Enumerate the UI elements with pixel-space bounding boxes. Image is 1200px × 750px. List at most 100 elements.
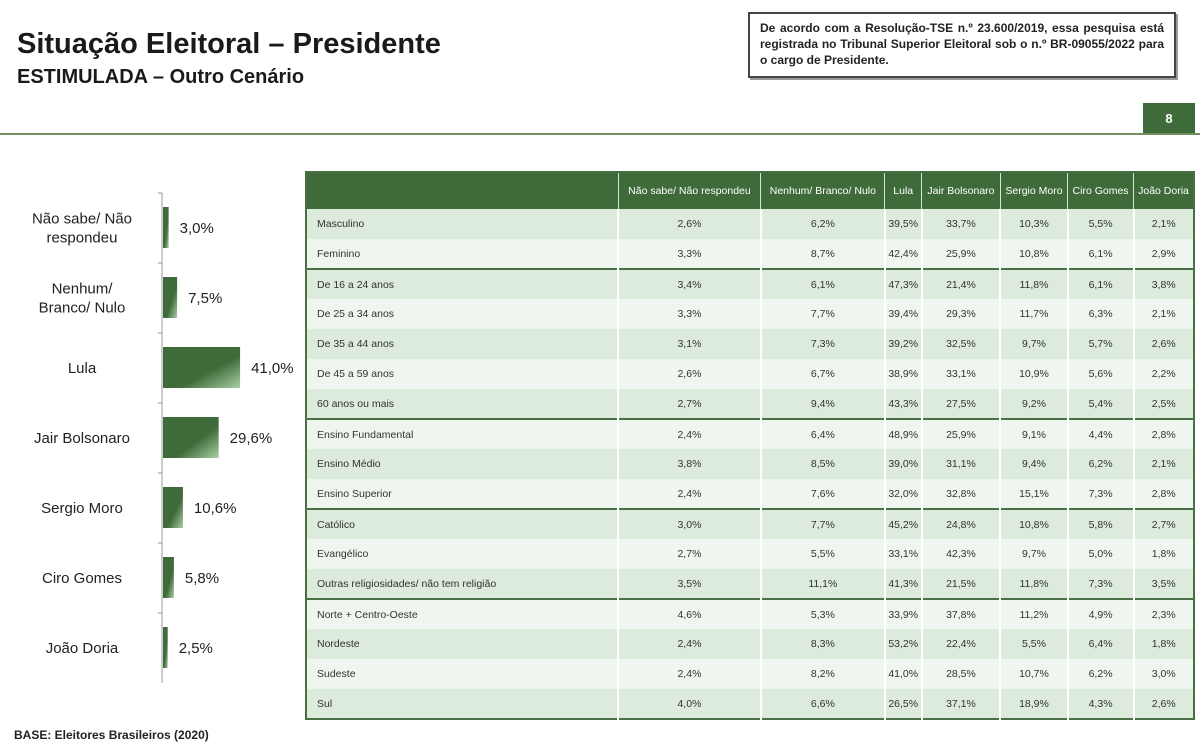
table-cell: 8,3%	[759, 629, 885, 659]
table-cell: 37,1%	[920, 689, 1001, 719]
table-row: Nordeste 2,4% 8,3% 53,2% 22,4% 5,5% 6,4% 1,8%	[306, 629, 1194, 659]
table-cell: 28,5%	[920, 659, 1001, 689]
column-header: João Doria	[1133, 172, 1194, 209]
table-row: Sudeste 2,4% 8,2% 41,0% 28,5% 10,7% 6,2% 3,0%	[306, 659, 1194, 689]
table-cell: 10,7%	[999, 659, 1068, 689]
table-cell: 2,7%	[617, 389, 761, 419]
table-cell: 1,8%	[1132, 539, 1194, 569]
table-cell: 11,8%	[999, 268, 1068, 299]
table-cell: 6,4%	[1066, 629, 1134, 659]
table-cell: 9,4%	[759, 389, 885, 419]
table-cell: 3,5%	[617, 569, 761, 599]
header-divider	[0, 133, 1200, 135]
row-label: De 25 a 34 anos	[306, 299, 618, 329]
table-cell: 4,3%	[1066, 689, 1134, 719]
table-cell: 33,7%	[920, 209, 1001, 239]
table-row: Evangélico 2,7% 5,5% 33,1% 42,3% 9,7% 5,0% 1,8%	[306, 539, 1194, 569]
table-cell: 5,7%	[1066, 329, 1134, 359]
table-cell: 6,1%	[759, 268, 885, 299]
table-cell: 29,3%	[920, 299, 1001, 329]
page-number: 8	[1143, 103, 1195, 133]
table-cell: 47,3%	[883, 268, 922, 299]
bar	[163, 207, 169, 248]
bar	[163, 417, 219, 458]
row-label: De 35 a 44 anos	[306, 329, 618, 359]
table-cell: 3,1%	[617, 329, 761, 359]
table-row: Ensino Superior 2,4% 7,6% 32,0% 32,8% 15,1% 7,…	[306, 479, 1194, 509]
bar	[163, 557, 174, 598]
table-cell: 41,0%	[883, 659, 922, 689]
table-cell: 2,4%	[617, 418, 761, 449]
data-label: 7,5%	[188, 290, 222, 307]
data-label: 3,0%	[180, 220, 214, 237]
table-cell: 42,3%	[920, 539, 1001, 569]
table-cell: 11,1%	[759, 569, 885, 599]
table-cell: 3,0%	[617, 508, 761, 539]
table-cell: 21,5%	[920, 569, 1001, 599]
table-cell: 2,4%	[617, 659, 761, 689]
table-cell: 5,3%	[759, 598, 885, 629]
bar	[163, 277, 178, 318]
table-cell: 3,0%	[1132, 659, 1194, 689]
row-label: 60 anos ou mais	[306, 389, 618, 419]
table-cell: 11,2%	[999, 598, 1068, 629]
table-cell: 42,4%	[883, 239, 922, 269]
data-label: 29,6%	[230, 430, 273, 447]
table-cell: 5,8%	[1066, 508, 1134, 539]
table-cell: 2,8%	[1132, 479, 1194, 509]
data-label: 41,0%	[251, 360, 294, 377]
table-cell: 48,9%	[883, 418, 922, 449]
table-row: 60 anos ou mais 2,7% 9,4% 43,3% 27,5% 9,2% 5,4…	[306, 389, 1194, 419]
table-header-row: Não sabe/ Não respondeu Nenhum/ Branco/ N…	[306, 172, 1194, 209]
table-row: Sul 4,0% 6,6% 26,5% 37,1% 18,9% 4,3% 2,6%	[306, 689, 1194, 719]
table-cell: 4,6%	[617, 598, 761, 629]
table-cell: 6,6%	[759, 689, 885, 719]
table-cell: 39,0%	[883, 449, 922, 479]
table-row: Norte + Centro-Oeste 4,6% 5,3% 33,9% 37,8% 11…	[306, 598, 1194, 629]
category-label: Jair Bolsonaro	[34, 430, 130, 447]
table-cell: 10,8%	[999, 508, 1068, 539]
column-header: Sergio Moro	[999, 172, 1068, 209]
data-label: 5,8%	[185, 570, 219, 587]
table-cell: 32,0%	[883, 479, 922, 509]
table-cell: 22,4%	[920, 629, 1001, 659]
table-cell: 31,1%	[920, 449, 1001, 479]
table-cell: 4,4%	[1066, 418, 1134, 449]
table-cell: 10,8%	[999, 239, 1068, 269]
bar-chart: Não sabe/ Não respondeu 3,0% Nenhum/Branco/…	[32, 192, 294, 683]
header-blank	[306, 172, 618, 209]
table-cell: 9,2%	[999, 389, 1068, 419]
column-header: Jair Bolsonaro	[921, 172, 1001, 209]
table-cell: 2,2%	[1132, 359, 1194, 389]
row-label: Católico	[306, 508, 618, 539]
table-cell: 37,8%	[920, 598, 1001, 629]
table-cell: 2,1%	[1132, 449, 1194, 479]
table-cell: 7,3%	[759, 329, 885, 359]
table-cell: 5,5%	[1066, 209, 1134, 239]
category-label: João Doria	[46, 640, 119, 657]
column-header: Não sabe/ Não respondeu	[617, 172, 761, 209]
row-label: Ensino Fundamental	[306, 418, 618, 449]
table-cell: 2,1%	[1132, 299, 1194, 329]
table-cell: 33,9%	[883, 598, 922, 629]
row-label: Masculino	[306, 209, 618, 239]
table-cell: 8,5%	[759, 449, 885, 479]
table-cell: 25,9%	[920, 239, 1001, 269]
table-cell: 10,9%	[999, 359, 1068, 389]
table-cell: 7,3%	[1066, 479, 1134, 509]
row-label: De 16 a 24 anos	[306, 268, 618, 299]
row-label: De 45 a 59 anos	[306, 359, 618, 389]
row-label: Nordeste	[306, 629, 618, 659]
column-header: Ciro Gomes	[1067, 172, 1134, 209]
table-cell: 9,7%	[999, 329, 1068, 359]
data-label: 10,6%	[194, 500, 237, 517]
column-header: Nenhum/ Branco/ Nulo	[760, 172, 885, 209]
table-cell: 2,6%	[1132, 689, 1194, 719]
table-cell: 2,3%	[1132, 598, 1194, 629]
category-label: Não sabe/ Não respondeu	[32, 211, 132, 247]
row-label: Ensino Médio	[306, 449, 618, 479]
table-cell: 21,4%	[920, 268, 1001, 299]
table-cell: 10,3%	[999, 209, 1068, 239]
table-cell: 8,2%	[759, 659, 885, 689]
row-label: Norte + Centro-Oeste	[306, 598, 618, 629]
